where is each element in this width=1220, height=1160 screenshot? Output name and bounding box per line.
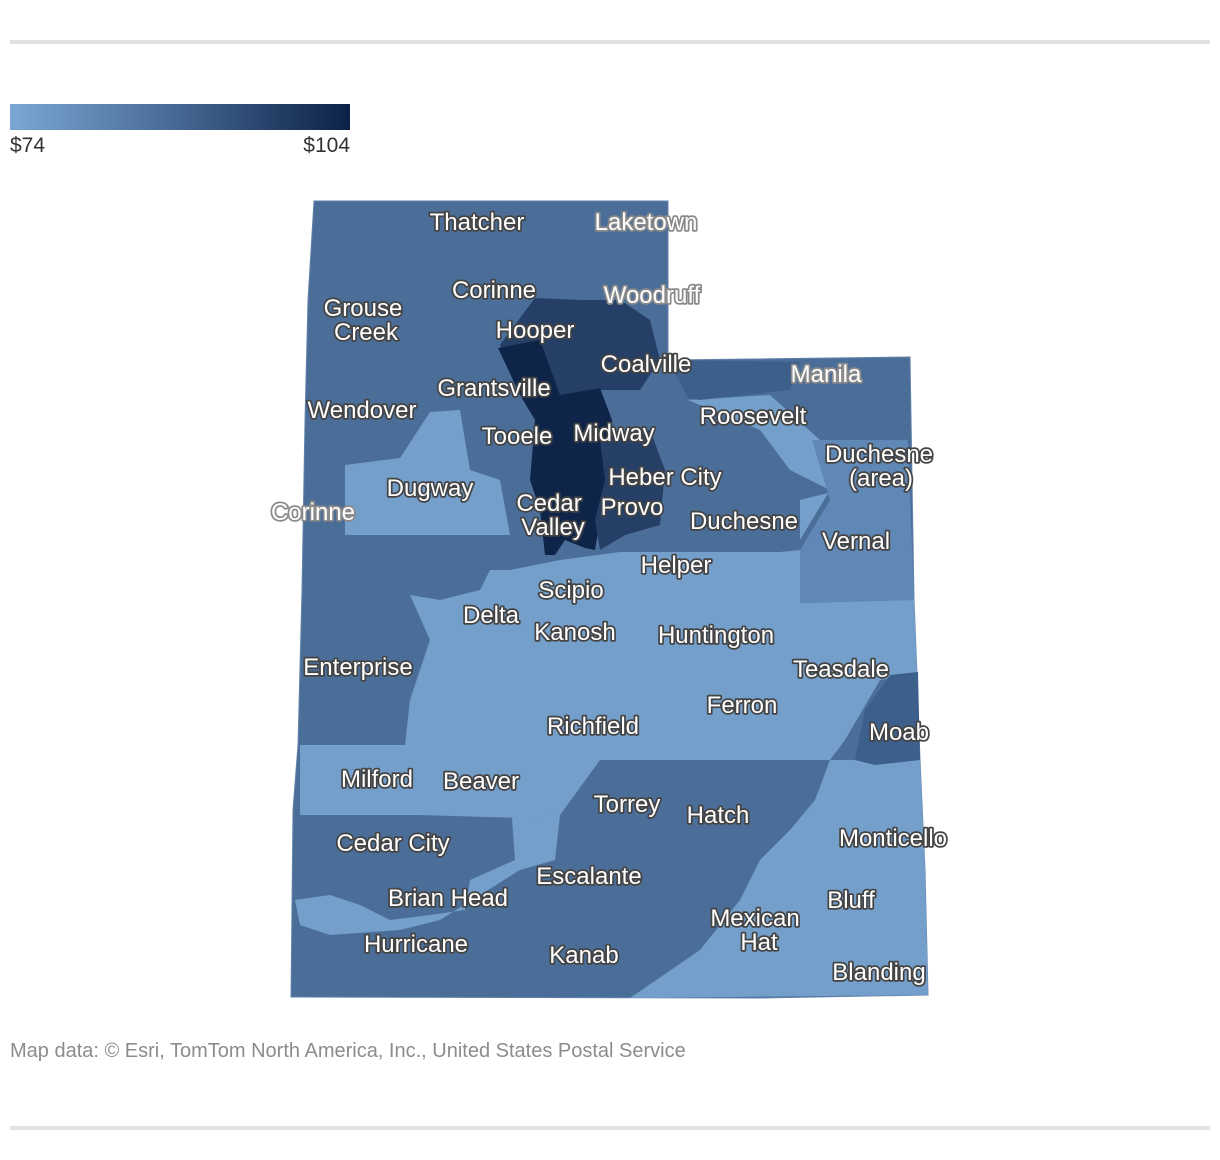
city-label: Provo (601, 494, 664, 521)
city-label: Mexican (710, 905, 799, 932)
city-label: Midway (573, 420, 654, 447)
city-label: Delta (463, 602, 520, 629)
city-label: Blanding (832, 959, 925, 986)
city-label: Valley (521, 514, 585, 541)
city-label: Hurricane (364, 931, 468, 958)
map-credit: Map data: © Esri, TomTom North America, … (10, 1040, 686, 1062)
city-label: Hatch (687, 802, 750, 829)
city-label: Dugway (387, 475, 474, 502)
city-label: Bluff (827, 887, 875, 914)
city-label: Escalante (536, 863, 641, 890)
city-label: Grantsville (437, 375, 550, 402)
city-label: Vernal (822, 528, 890, 555)
city-label: Cedar City (336, 830, 449, 857)
region-darker-north (668, 360, 800, 400)
city-label: Heber City (608, 464, 721, 491)
top-divider (10, 40, 1210, 44)
city-label: Manila (791, 361, 862, 388)
city-label: Kanosh (534, 619, 615, 646)
region-moab (855, 672, 920, 765)
region-light-southeast (630, 760, 928, 998)
city-label: Thatcher (430, 209, 525, 236)
city-label: Coalville (601, 351, 692, 378)
city-label: Wendover (308, 397, 417, 424)
city-label: Cedar (516, 490, 581, 517)
city-label: Huntington (658, 622, 774, 649)
city-label: Creek (334, 319, 399, 346)
city-label: Enterprise (303, 654, 412, 681)
city-label: Laketown (595, 209, 698, 236)
region-light-east (300, 395, 917, 818)
city-label: Helper (641, 552, 712, 579)
legend-min-label: $74 (10, 134, 46, 157)
city-label: Grouse (324, 295, 403, 322)
city-label: Hat (740, 929, 778, 956)
city-label: Beaver (443, 768, 519, 795)
city-label: Duchesne (690, 508, 798, 535)
city-label: Woodruff (604, 282, 701, 309)
city-label: Kanab (549, 942, 618, 969)
city-label: Moab (869, 719, 929, 746)
legend-max-label: $104 (303, 134, 350, 157)
color-legend: $74 $104 (10, 104, 350, 157)
city-label: Milford (341, 766, 413, 793)
bottom-divider (10, 1126, 1210, 1130)
city-label: Scipio (538, 577, 603, 604)
city-label: Monticello (839, 825, 947, 852)
city-label: Ferron (707, 692, 778, 719)
city-label: Tooele (482, 423, 553, 450)
region-dark-utah-county (595, 430, 665, 550)
region-darkest-slc (498, 340, 615, 555)
city-label: Richfield (547, 713, 639, 740)
region-light-southwest (295, 815, 560, 935)
city-label: Teasdale (793, 656, 889, 683)
city-label: Torrey (594, 791, 661, 818)
legend-gradient-bar (10, 104, 350, 130)
region-light-dugway (345, 410, 510, 535)
city-label: Brian Head (388, 885, 508, 912)
city-label: Corinne (271, 499, 355, 526)
city-labels: Thatcher Laketown Corinne Woodruff Grous… (269, 207, 949, 988)
city-label: Roosevelt (700, 403, 807, 430)
region-medium-vernal (800, 440, 914, 603)
city-label: Hooper (496, 317, 575, 344)
city-label: Duchesne (825, 441, 933, 468)
city-label: Corinne (452, 277, 536, 304)
city-label: (area) (849, 465, 913, 492)
